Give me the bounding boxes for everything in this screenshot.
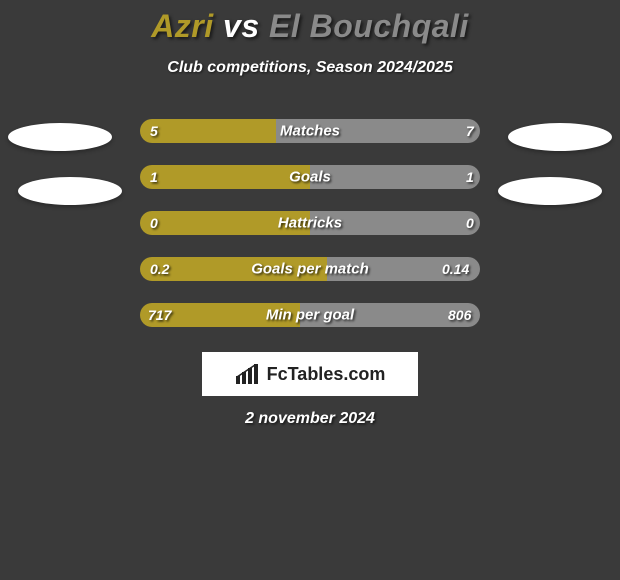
vs-separator: vs [214, 8, 269, 44]
stat-value-left: 0 [150, 215, 158, 231]
decor-ellipse [8, 123, 112, 151]
stat-row: Min per goal717806 [0, 303, 620, 327]
stat-value-right: 0.14 [442, 261, 469, 277]
comparison-chart: Matches57Goals11Hattricks00Goals per mat… [0, 119, 620, 327]
date-text: 2 november 2024 [0, 410, 620, 428]
decor-ellipse [18, 177, 122, 205]
bar-left [140, 211, 310, 235]
bar-left [140, 165, 310, 189]
bar-track [140, 119, 480, 143]
bar-track [140, 165, 480, 189]
decor-ellipse [498, 177, 602, 205]
comparison-widget: Azri vs El Bouchqali Club competitions, … [0, 0, 620, 580]
stat-row: Goals per match0.20.14 [0, 257, 620, 281]
bar-left [140, 119, 276, 143]
stat-value-left: 1 [150, 169, 158, 185]
brand-text: FcTables.com [267, 364, 386, 385]
bar-track [140, 211, 480, 235]
stat-value-left: 0.2 [150, 261, 169, 277]
bar-track [140, 257, 480, 281]
stat-value-right: 7 [466, 123, 474, 139]
stat-value-right: 0 [466, 215, 474, 231]
stat-value-right: 1 [466, 169, 474, 185]
bar-right [276, 119, 480, 143]
page-title: Azri vs El Bouchqali [0, 8, 620, 45]
player1-name: Azri [151, 8, 213, 44]
brand-box: FcTables.com [202, 352, 418, 396]
stat-value-right: 806 [448, 307, 471, 323]
stat-value-left: 5 [150, 123, 158, 139]
stat-row: Hattricks00 [0, 211, 620, 235]
decor-ellipse [508, 123, 612, 151]
player2-name: El Bouchqali [269, 8, 469, 44]
stat-value-left: 717 [148, 307, 171, 323]
bar-right [310, 211, 480, 235]
bar-right [310, 165, 480, 189]
subtitle: Club competitions, Season 2024/2025 [0, 59, 620, 77]
bar-track [140, 303, 480, 327]
brand-chart-icon [235, 364, 261, 384]
